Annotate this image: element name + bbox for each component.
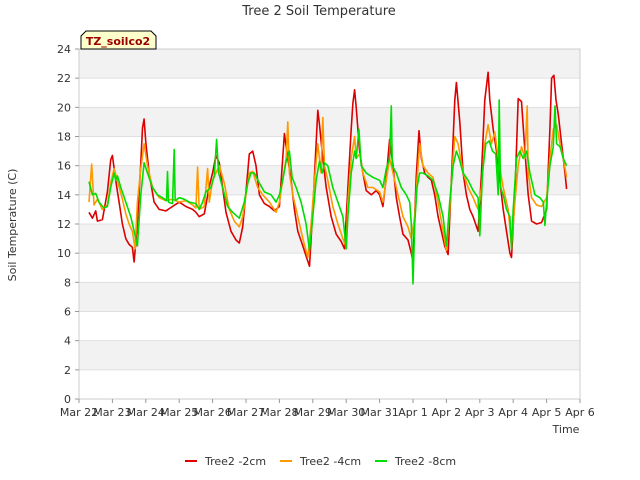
x-tick-label-8: Mar 30 (327, 406, 365, 419)
y-tick-label-12: 12 (57, 218, 71, 231)
x-tick-label-3: Mar 25 (160, 406, 198, 419)
series-line-tree2--4cm (88, 105, 568, 259)
band-2 (79, 340, 580, 370)
band-8 (79, 253, 580, 283)
series-line-tree2--8cm (88, 99, 568, 285)
x-tick-label-9: Mar 31 (360, 406, 398, 419)
site-label-box: TZ_soilco2 (80, 30, 157, 50)
x-tick-label-14: Apr 5 (532, 406, 562, 419)
y-tick-label-6: 6 (64, 306, 71, 319)
x-tick-label-0: Mar 22 (60, 406, 98, 419)
x-tick-label-5: Mar 27 (227, 406, 265, 419)
x-tick-label-15: Apr 6 (565, 406, 595, 419)
x-tick-label-12: Apr 3 (465, 406, 495, 419)
band-20 (79, 78, 580, 108)
legend-label-2: Tree2 -8cm (394, 455, 456, 468)
y-tick-label-20: 20 (57, 101, 71, 114)
band-4 (79, 311, 580, 341)
x-tick-label-6: Mar 28 (260, 406, 298, 419)
band-6 (79, 282, 580, 312)
y-tick-label-8: 8 (64, 276, 71, 289)
y-tick-label-4: 4 (64, 335, 71, 348)
legend-label-0: Tree2 -2cm (204, 455, 266, 468)
y-tick-label-24: 24 (57, 43, 71, 56)
legend-label-1: Tree2 -4cm (299, 455, 361, 468)
chart-title: Tree 2 Soil Temperature (241, 4, 396, 19)
x-tick-label-4: Mar 26 (193, 406, 231, 419)
x-axis-label: Time (552, 423, 580, 436)
legend: Tree2 -2cm Tree2 -4cm Tree2 -8cm (185, 455, 456, 468)
y-tick-label-10: 10 (57, 247, 71, 260)
band-22 (79, 49, 580, 79)
x-tick-label-13: Apr 4 (498, 406, 528, 419)
y-tick-label-14: 14 (57, 189, 71, 202)
x-tick-label-2: Mar 24 (127, 406, 165, 419)
x-tick-label-1: Mar 23 (93, 406, 131, 419)
y-tick-label-2: 2 (64, 364, 71, 377)
band-18 (79, 107, 580, 137)
y-tick-label-0: 0 (64, 393, 71, 406)
y-tick-label-22: 22 (57, 72, 71, 85)
band-10 (79, 224, 580, 254)
y-tick-label-16: 16 (57, 160, 71, 173)
x-tick-label-7: Mar 29 (294, 406, 332, 419)
x-tick-label-11: Apr 2 (432, 406, 462, 419)
band-16 (79, 136, 580, 166)
site-label: TZ_soilco2 (86, 35, 150, 48)
x-tick-label-10: Apr 1 (398, 406, 428, 419)
y-tick-label-18: 18 (57, 131, 71, 144)
series-line-tree2--2cm (88, 71, 568, 268)
y-axis-label: Soil Temperature (C) (6, 169, 19, 282)
series-lines (88, 71, 568, 285)
band-0 (79, 369, 580, 399)
